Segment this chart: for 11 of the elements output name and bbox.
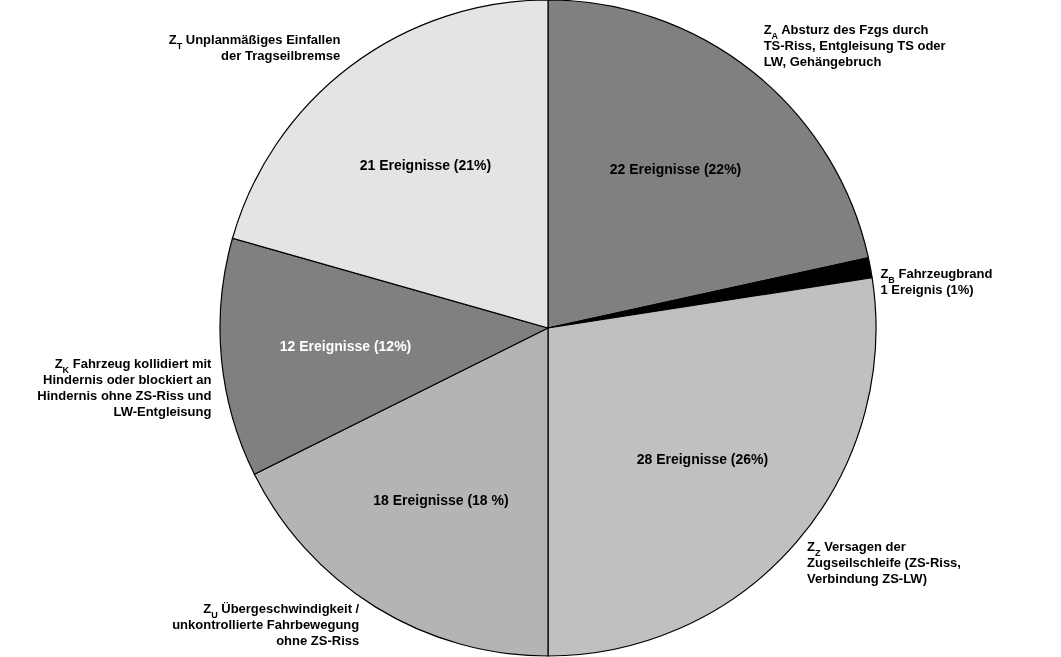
slice-label: Z$_{Z}$ Versagen der Zugseilschleife (ZS-Riss, Verbindung ZS-LW) [807,539,961,587]
slice-label: Z$_{T}$ Unplanmäßiges Einfallen der Tragseilbremse [168,32,341,64]
data-label: 22 Ereignisse (22%) [609,160,742,177]
data-label: 28 Ereignisse (26%) [636,451,769,468]
slice-label: Z$_{A}$ Absturz des Fzgs durch TS-Riss, Entgleisung TS oder LW, Gehängebruch [763,22,946,70]
slice-label: Z$_{K}$ Fahrzeug kollidiert mit Hindernis oder blockiert an Hindernis ohne ZS-Riss und LW-Entgleisung [37,356,213,420]
data-label: 18 Ereignisse (18 %) [373,491,509,508]
data-label: 21 Ereignisse (21%) [359,156,492,173]
slice-label: Z$_{B}$ Fahrzeugbrand [880,265,993,285]
data-label: 12 Ereignisse (12%) [279,337,412,354]
slice-label: Z$_{U}$ Übergeschwindigkeit / unkontrollierte Fahrbewegung ohne ZS-Riss [172,601,360,648]
